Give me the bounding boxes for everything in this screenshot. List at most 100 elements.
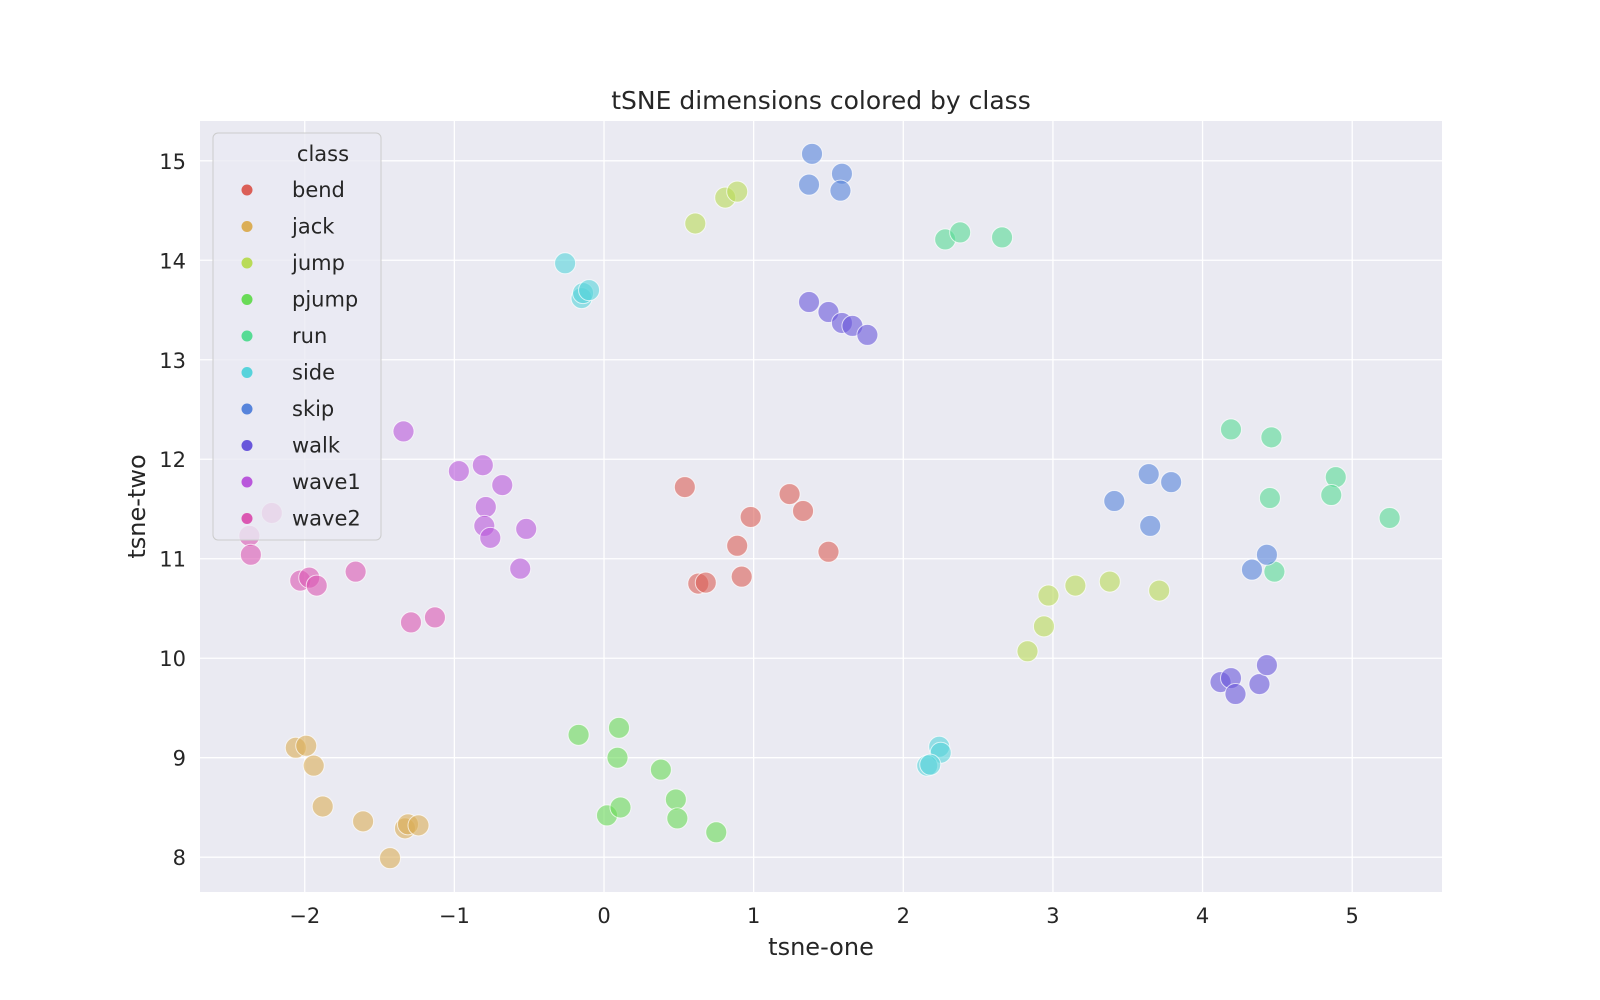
legend: class bend jack jump pjump run side skip walk wa… xyxy=(212,132,382,541)
x-tick-labels: −2 −1 0 1 2 3 4 5 xyxy=(289,904,1359,928)
legend-marker-pjump xyxy=(241,294,253,305)
data-point-bend xyxy=(817,540,840,563)
x-tick-label: 2 xyxy=(897,904,910,928)
data-point-pjump xyxy=(649,758,672,781)
legend-marker-skip xyxy=(241,403,253,415)
x-tick-label: −2 xyxy=(289,904,320,928)
data-point-pjump xyxy=(606,746,629,769)
data-point-bend xyxy=(792,499,815,522)
data-point-jump xyxy=(1016,640,1039,663)
data-point-run xyxy=(1378,506,1401,529)
data-point-jump xyxy=(726,180,749,203)
legend-label-jack: jack xyxy=(291,215,335,239)
x-axis-label: tsne-one xyxy=(768,933,874,961)
legend-label-wave2: wave2 xyxy=(292,507,361,531)
data-point-bend xyxy=(778,483,801,506)
data-point-bend xyxy=(730,565,753,588)
y-tick-label: 15 xyxy=(159,150,186,174)
data-point-jack xyxy=(302,754,325,777)
data-point-pjump xyxy=(705,821,728,844)
y-tick-label: 12 xyxy=(159,448,186,472)
data-point-run xyxy=(1220,418,1243,441)
data-point-run xyxy=(1258,487,1281,510)
data-point-skip xyxy=(1160,471,1183,494)
data-point-bend xyxy=(673,476,696,499)
data-point-jump xyxy=(684,212,707,235)
data-point-run xyxy=(949,221,972,244)
data-point-wave2 xyxy=(305,574,328,597)
data-point-wave1 xyxy=(392,420,415,443)
grid-lines xyxy=(200,121,1442,892)
data-point-wave1 xyxy=(471,454,494,477)
data-point-jump xyxy=(1148,579,1171,602)
data-point-wave1 xyxy=(479,526,502,549)
data-point-walk xyxy=(856,323,879,346)
y-tick-label: 13 xyxy=(159,349,186,373)
data-point-skip xyxy=(1137,463,1160,486)
legend-marker-side xyxy=(241,367,253,378)
data-point-wave1 xyxy=(509,557,532,580)
y-tick-labels: 8 9 10 11 12 13 14 15 xyxy=(159,150,186,870)
data-points xyxy=(238,142,1401,870)
x-tick-label: 0 xyxy=(597,904,610,928)
y-tick-label: 14 xyxy=(159,249,186,273)
data-point-skip xyxy=(1139,514,1162,537)
chart-title: tSNE dimensions colored by class xyxy=(611,86,1030,115)
legend-label-wave1: wave1 xyxy=(292,470,361,494)
legend-marker-jump xyxy=(241,257,253,269)
data-point-walk xyxy=(1248,673,1271,696)
y-tick-label: 9 xyxy=(173,747,186,771)
data-point-skip xyxy=(1240,558,1263,581)
data-point-jack xyxy=(407,814,430,837)
data-point-walk xyxy=(798,291,821,314)
legend-label-side: side xyxy=(292,361,335,385)
y-tick-label: 10 xyxy=(159,647,186,671)
legend-marker-bend xyxy=(241,184,253,196)
data-point-run xyxy=(1260,426,1283,449)
data-point-pjump xyxy=(664,788,687,811)
data-point-pjump xyxy=(609,796,632,819)
legend-label-run: run xyxy=(292,324,327,348)
data-point-walk xyxy=(1255,654,1278,677)
data-point-wave1 xyxy=(447,460,470,483)
data-point-wave1 xyxy=(491,474,514,497)
legend-marker-walk xyxy=(241,440,253,451)
legend-marker-jack xyxy=(241,221,253,232)
data-point-run xyxy=(1320,484,1343,507)
x-tick-label: 1 xyxy=(747,904,760,928)
y-axis-label: tsne-two xyxy=(123,454,151,558)
data-point-jack xyxy=(295,734,318,757)
data-point-wave2 xyxy=(423,606,446,629)
data-point-jump xyxy=(1037,584,1060,607)
legend-marker-wave1 xyxy=(241,476,253,488)
data-point-wave2 xyxy=(344,560,367,583)
data-point-side xyxy=(919,753,942,776)
legend-label-bend: bend xyxy=(292,178,345,202)
y-tick-label: 11 xyxy=(159,548,186,572)
data-point-jack xyxy=(352,810,375,833)
data-point-wave2 xyxy=(399,611,422,634)
data-point-pjump xyxy=(607,716,630,739)
data-point-skip xyxy=(801,142,824,165)
x-tick-label: 4 xyxy=(1196,904,1209,928)
legend-items: bend jack jump pjump run side skip walk wave1 wav… xyxy=(241,178,361,531)
x-tick-label: 3 xyxy=(1046,904,1059,928)
legend-marker-run xyxy=(241,330,253,342)
data-point-bend xyxy=(726,534,749,557)
legend-label-walk: walk xyxy=(292,434,341,458)
legend-marker-wave2 xyxy=(241,513,253,524)
data-point-side xyxy=(578,279,601,302)
legend-title: class xyxy=(297,142,349,166)
data-point-skip xyxy=(1255,543,1278,566)
data-point-pjump xyxy=(666,807,689,830)
data-point-jump xyxy=(1032,615,1055,638)
data-point-bend xyxy=(694,571,717,594)
x-tick-label: 5 xyxy=(1346,904,1359,928)
legend-label-jump: jump xyxy=(291,251,345,275)
data-point-bend xyxy=(739,505,762,528)
data-point-side xyxy=(554,252,577,275)
x-tick-label: −1 xyxy=(439,904,470,928)
data-point-run xyxy=(991,226,1014,249)
y-tick-label: 8 xyxy=(173,846,186,870)
data-point-pjump xyxy=(567,723,590,746)
